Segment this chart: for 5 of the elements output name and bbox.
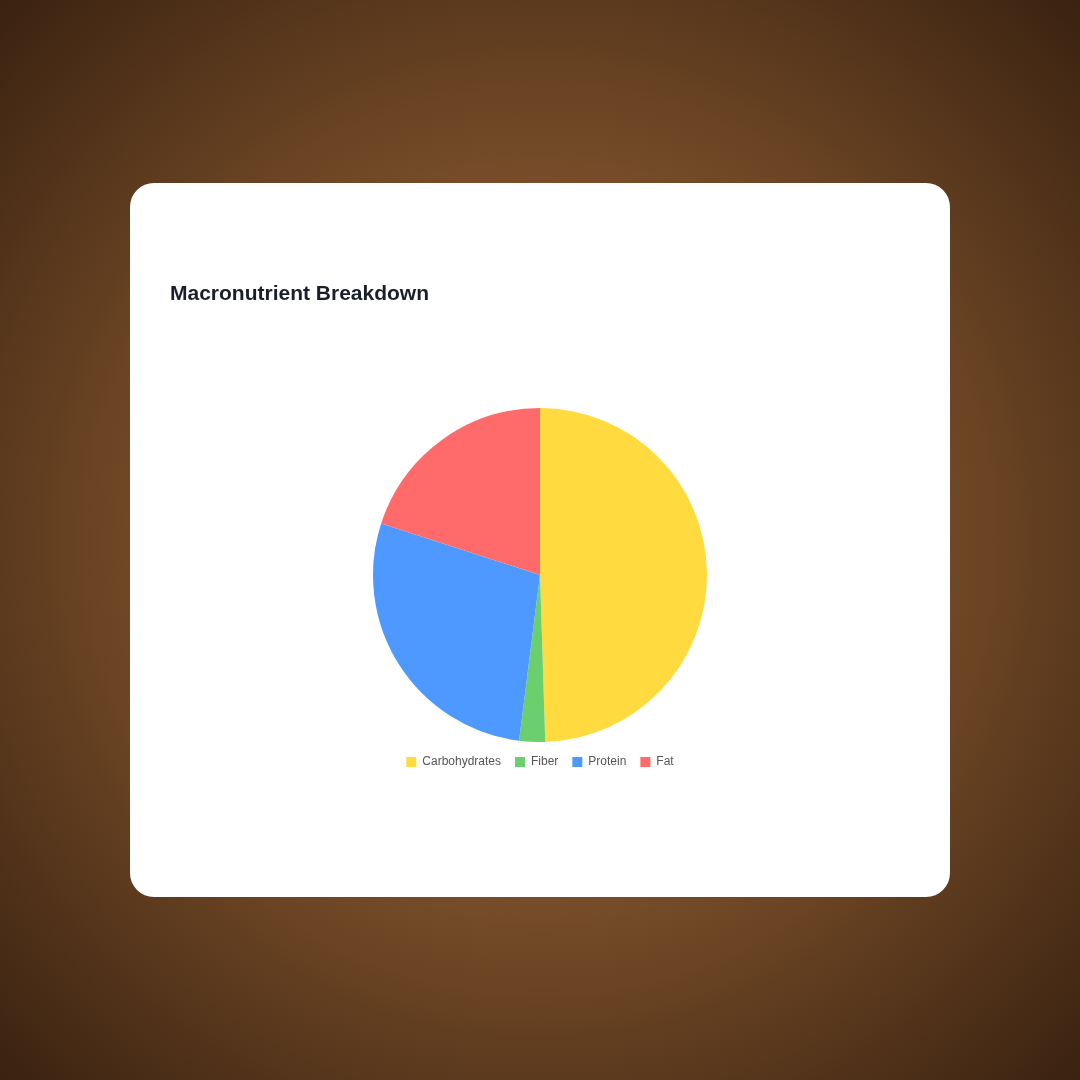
legend-label: Carbohydrates — [422, 754, 502, 769]
legend-label: Fat — [656, 754, 675, 769]
legend-label: Protein — [588, 754, 627, 769]
legend-label: Fiber — [531, 754, 559, 769]
chart-title: Macronutrient Breakdown — [170, 281, 430, 305]
